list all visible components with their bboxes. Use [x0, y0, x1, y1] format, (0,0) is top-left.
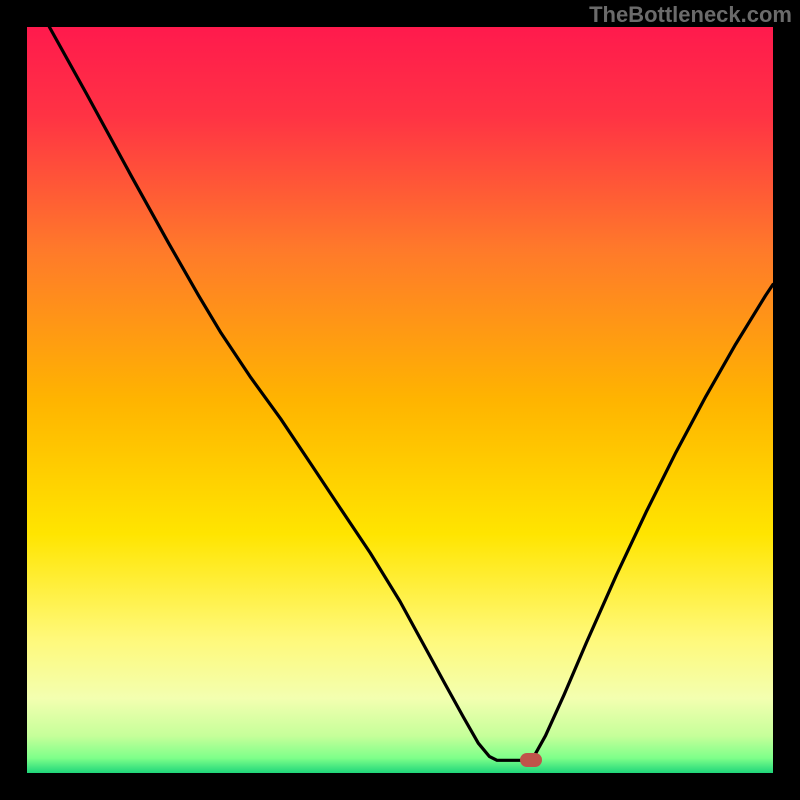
chart-container: TheBottleneck.com	[0, 0, 800, 800]
watermark-text: TheBottleneck.com	[589, 2, 792, 28]
plot-area	[27, 27, 773, 773]
optimum-marker	[520, 753, 542, 767]
